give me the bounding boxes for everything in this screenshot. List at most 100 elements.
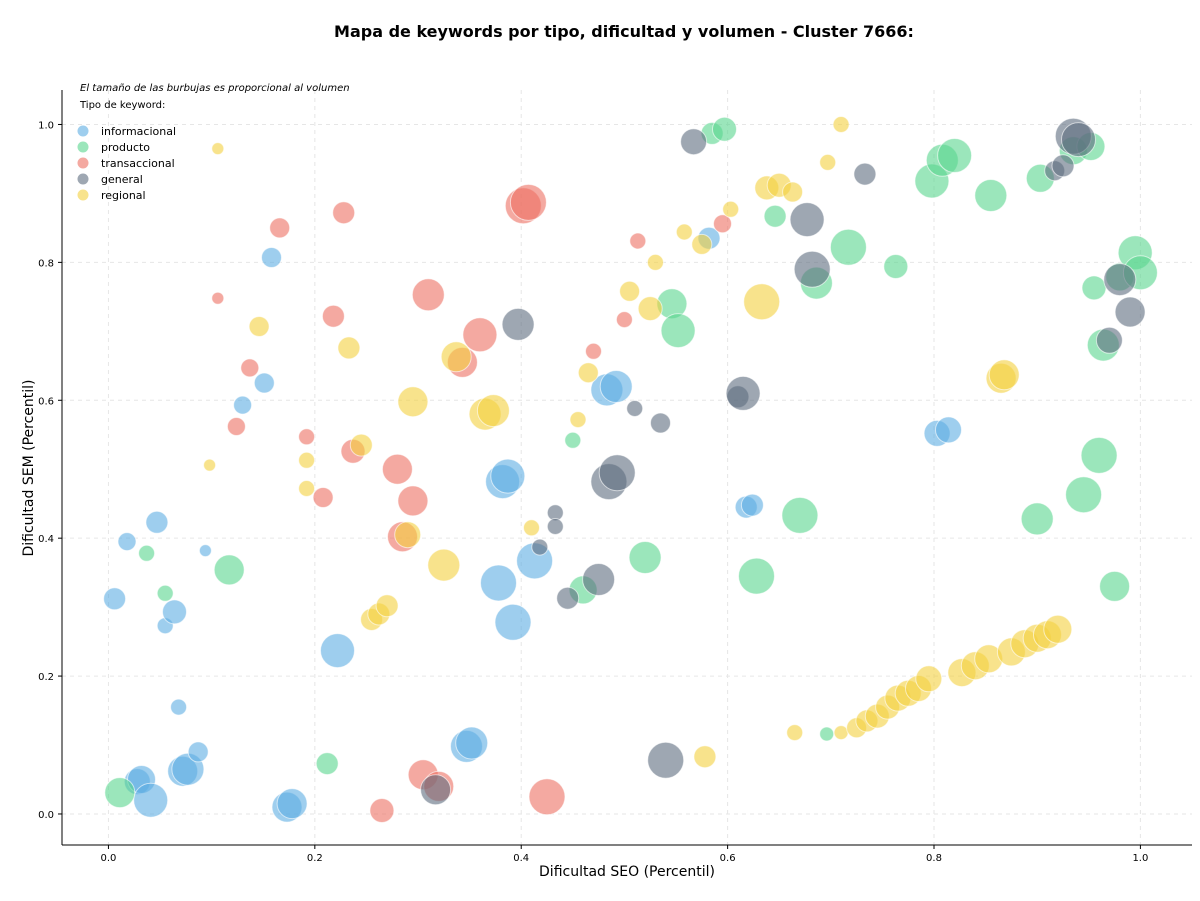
y-tick-label: 0.0 <box>38 810 54 821</box>
axes <box>61 90 1192 846</box>
x-tick-label: 0.2 <box>307 853 323 864</box>
bubble-producto <box>1080 436 1118 474</box>
bubble-regional <box>248 316 270 337</box>
bubble-transaccional <box>211 291 225 305</box>
legend-label-transaccional: transaccional <box>101 157 175 170</box>
bubble-general <box>626 400 644 417</box>
y-tick-label: 0.6 <box>38 396 54 407</box>
bubble-informacional <box>117 532 137 552</box>
bubble-informacional <box>103 587 127 611</box>
bubble-regional <box>298 451 316 469</box>
bubble-producto <box>628 541 662 574</box>
bubble-regional <box>722 200 740 218</box>
bubble-regional <box>476 394 510 428</box>
bubble-regional <box>819 153 837 171</box>
bubble-general <box>725 375 761 411</box>
bubble-producto <box>564 431 582 449</box>
bubble-regional <box>203 458 217 472</box>
bubble-transaccional <box>509 183 547 221</box>
bubble-regional <box>397 386 429 418</box>
bubble-transaccional <box>528 778 566 816</box>
bubble-regional <box>915 665 943 693</box>
bubble-regional <box>693 745 717 769</box>
bubble-informacional <box>233 395 253 415</box>
bubble-producto <box>660 313 696 349</box>
chart-title: Mapa de keywords por tipo, dificultad y … <box>334 22 914 41</box>
bubble-general <box>680 128 708 156</box>
bubble-producto <box>156 584 174 602</box>
bubble-transaccional <box>713 214 732 234</box>
bubble-general <box>650 412 671 434</box>
bubble-informacional <box>145 510 169 534</box>
bubble-producto <box>138 544 156 562</box>
bubble-transaccional <box>381 453 413 485</box>
bubble-producto <box>883 254 909 279</box>
bubble-informacional <box>740 493 764 517</box>
bubble-general <box>1051 154 1075 178</box>
x-axis-label: Dificultad SEO (Percentil) <box>539 864 715 880</box>
bubble-general <box>598 454 636 492</box>
bubble-transaccional <box>332 201 356 225</box>
bubble-regional <box>349 433 373 457</box>
bubble-regional <box>786 724 804 742</box>
bubble-general <box>501 307 535 341</box>
bubble-regional <box>691 233 713 255</box>
bubble-transaccional <box>298 428 316 446</box>
bubble-informacional <box>490 458 526 494</box>
bubble-informacional <box>599 370 633 403</box>
bubble-transaccional <box>240 358 260 378</box>
bubble-transaccional <box>321 304 345 328</box>
bubble-producto <box>315 752 339 776</box>
bubble-regional <box>394 521 422 549</box>
bubble-producto <box>819 726 835 742</box>
bubble-general <box>793 250 831 288</box>
bubble-general <box>531 538 549 556</box>
bubble-general <box>1103 263 1137 297</box>
bubble-regional <box>833 725 849 741</box>
bubble-informacional <box>480 564 517 602</box>
legend-marker-general <box>77 173 89 185</box>
bubble-general <box>582 563 616 596</box>
bubble-general <box>1095 326 1123 354</box>
bubble-regional <box>782 181 804 203</box>
bubble-informacional <box>261 247 282 268</box>
bubble-regional <box>427 548 461 582</box>
bubble-informacional <box>494 603 532 641</box>
bubble-general <box>556 586 580 610</box>
bubble-regional <box>619 280 641 302</box>
legend-marker-transaccional <box>77 157 89 169</box>
bubble-regional <box>569 411 587 429</box>
bubble-transaccional <box>312 487 334 508</box>
bubble-regional <box>637 296 663 322</box>
bubble-regional <box>1043 614 1073 644</box>
bubble-regional <box>988 359 1020 391</box>
legend-marker-producto <box>77 141 89 153</box>
bubble-transaccional <box>615 311 633 329</box>
bubble-regional <box>577 362 599 384</box>
bubble-general <box>853 162 877 186</box>
bubble-transaccional <box>397 485 429 517</box>
bubble-transaccional <box>269 217 291 239</box>
legend-marker-regional <box>77 189 89 201</box>
bubble-informacional <box>133 782 169 818</box>
y-tick-label: 1.0 <box>38 120 54 131</box>
y-tick-label: 0.2 <box>38 672 54 683</box>
bubble-informacional <box>253 372 275 394</box>
bubble-producto <box>1065 476 1103 514</box>
legend-label-producto: producto <box>101 141 150 154</box>
bubble-regional <box>523 519 540 537</box>
volume-note: El tamaño de las burbujas es proporciona… <box>80 83 350 94</box>
bubble-producto <box>1099 570 1131 602</box>
bubble-regional <box>298 480 316 497</box>
ticks: 0.0 0.2 0.4 0.6 0.8 1.0 0.0 0.2 0.4 0.6 0.8 1.0 <box>38 120 1148 864</box>
bubble-producto <box>781 496 819 534</box>
legend: informacional producto transaccional genera… <box>77 125 176 202</box>
bubble-general <box>1114 296 1146 328</box>
legend-marker-informacional <box>77 125 89 137</box>
legend-label-informacional: informacional <box>101 125 176 138</box>
bubble-transaccional <box>585 342 602 360</box>
bubbles <box>103 116 1158 823</box>
bubble-general <box>789 202 825 238</box>
bubble-regional <box>646 253 664 271</box>
